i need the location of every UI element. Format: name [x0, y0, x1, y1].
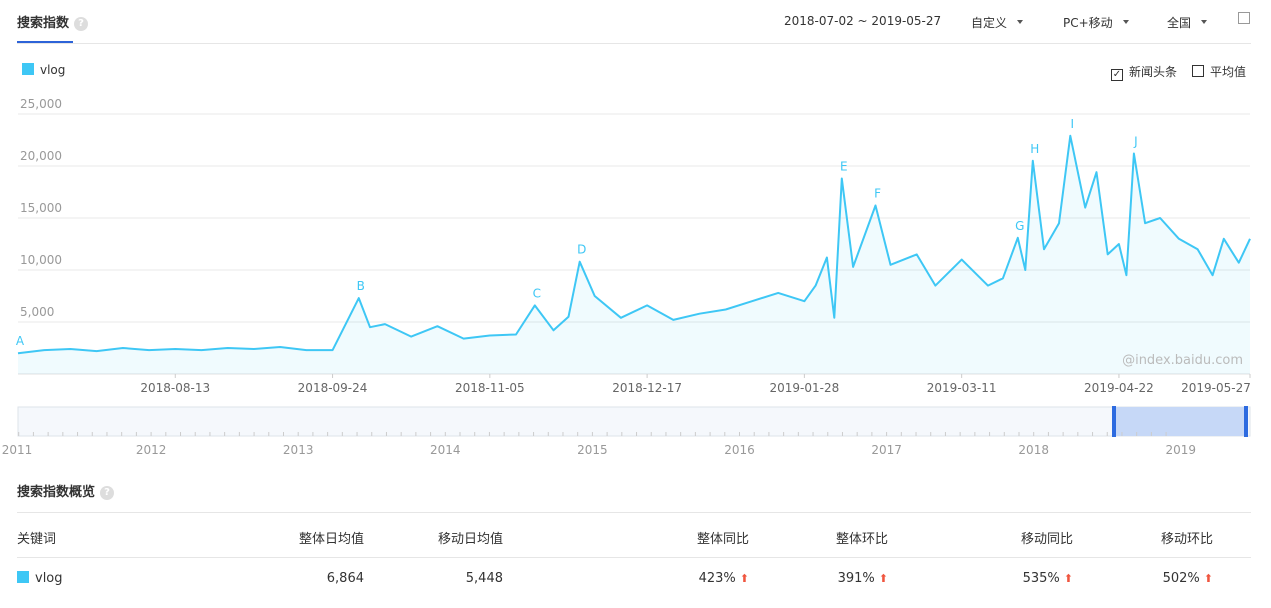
y-tick-label: 20,000 [20, 149, 62, 163]
checkbox[interactable] [1192, 65, 1204, 77]
x-tick-label: 2019-01-28 [770, 381, 840, 395]
line [17, 134, 1251, 355]
navigator-year: 2018 [1018, 443, 1049, 457]
x-tick-label: 2018-08-13 [140, 381, 210, 395]
column-header: 整体日均值 [299, 528, 364, 547]
chart: 5,000 10,000 15,000 20,000 25,000 2018-08-13 2… [2, 97, 1251, 457]
up-arrow: ⬆ [739, 572, 749, 585]
navigator-year: 2013 [283, 443, 314, 457]
divider [17, 43, 1251, 44]
table-cell-text: 6,864 [326, 571, 364, 586]
annotation: D [577, 243, 586, 257]
divider [17, 512, 1251, 513]
legend-label: vlog [40, 63, 66, 77]
table-cell: 423% ⬆ [699, 571, 749, 586]
y-tick-label: 25,000 [20, 97, 62, 111]
y-tick-label: 10,000 [20, 253, 62, 267]
column-header: 关键词 [17, 528, 56, 547]
navigator-handle [1112, 406, 1116, 437]
navigator-year: 2019 [1166, 443, 1197, 457]
navigator-year: 2016 [724, 443, 755, 457]
table-cell-text: 391% [837, 571, 875, 586]
news-option[interactable]: ✓ 新闻头条 [1111, 63, 1177, 81]
annotation: H [1030, 142, 1039, 156]
legend-swatch [22, 63, 34, 75]
region-select[interactable]: 全国 [1167, 14, 1207, 31]
column-header: 整体环比 [836, 528, 888, 547]
navigator [17, 406, 1251, 437]
x-tick-label: 2018-09-24 [298, 381, 368, 395]
table-cell: vlog [17, 571, 63, 586]
help-icon[interactable]: ? [74, 16, 89, 31]
tab-label: 搜索指数 [17, 16, 70, 31]
annotation: A [16, 334, 25, 348]
x-tick-label: 2018-12-17 [612, 381, 682, 395]
table-cell: 535% ⬆ [1023, 571, 1073, 586]
navigator-year: 2011 [2, 443, 33, 457]
checkbox[interactable]: ✓ [1111, 69, 1123, 81]
column-header: 移动日均值 [438, 528, 503, 547]
up-arrow: ⬆ [1203, 572, 1213, 585]
date-range[interactable]: 2018-07-02 ~ 2019-05-27 [784, 14, 942, 28]
table-cell: 391% ⬆ [838, 571, 888, 586]
column-header-text: 关键词 [17, 532, 57, 547]
table-cell: 5,448 [466, 571, 503, 586]
up-arrow: ⬆ [878, 572, 888, 585]
x-tick-label: 2019-05-27 [1181, 381, 1251, 395]
column-header-text: 整体日均值 [298, 532, 364, 547]
annotation: J [1133, 135, 1138, 149]
y-tick-label: 15,000 [20, 201, 62, 215]
annotation: I [1070, 117, 1074, 131]
annotation: C [533, 286, 541, 300]
device-select[interactable]: PC+移动 [1063, 14, 1129, 31]
column-header-text: 移动同比 [1020, 532, 1073, 547]
column-header-text: 整体同比 [696, 532, 749, 547]
annotation: F [874, 187, 881, 201]
column-header: 整体同比 [697, 528, 749, 547]
table-cell-text: vlog [35, 571, 63, 586]
average-option[interactable]: 平均值 [1192, 63, 1246, 80]
option-label: 新闻头条 [1129, 65, 1178, 79]
overview-title-text: 搜索指数概览 [17, 485, 96, 500]
x-tick-label: 2018-11-05 [455, 381, 525, 395]
table-cell-text: 502% [1162, 571, 1200, 586]
navigator-year: 2014 [430, 443, 461, 457]
tab[interactable]: 搜索指数? [17, 12, 89, 31]
x-tick-label: 2019-04-22 [1084, 381, 1154, 395]
column-header-text: 整体环比 [835, 532, 888, 547]
navigator-handle [1244, 406, 1248, 437]
table-cell: 6,864 [327, 571, 364, 586]
navigator-year: 2012 [136, 443, 167, 457]
table-cell-text: 5,448 [465, 571, 503, 586]
y-tick-label: 5,000 [20, 305, 54, 319]
column-header-text: 移动日均值 [437, 532, 503, 547]
up-arrow: ⬆ [1063, 572, 1073, 585]
legend[interactable]: vlog [22, 63, 65, 77]
swatch [17, 571, 29, 583]
mode-select[interactable]: 自定义 [971, 14, 1023, 31]
table-cell: 502% ⬆ [1163, 571, 1213, 586]
column-header-text: 移动环比 [1160, 532, 1213, 547]
navigator-year: 2017 [871, 443, 902, 457]
overview-title: 搜索指数概览? [17, 481, 115, 500]
table-cell-text: 535% [1022, 571, 1060, 586]
navigator-selection [1114, 407, 1247, 436]
annotation: E [840, 159, 848, 173]
x-tick-label: 2019-03-11 [927, 381, 997, 395]
option-label: 平均值 [1210, 65, 1247, 79]
help-icon[interactable]: ? [100, 485, 115, 500]
column-header: 移动同比 [1021, 528, 1073, 547]
navigator-year: 2015 [577, 443, 608, 457]
divider [17, 557, 1251, 558]
tab-underline [17, 41, 73, 43]
annotation: G [1015, 219, 1024, 233]
export-icon[interactable] [1238, 12, 1250, 24]
table-cell-text: 423% [698, 571, 736, 586]
watermark: @index.baidu.com [1122, 353, 1243, 368]
annotation: B [357, 279, 365, 293]
area [18, 135, 1250, 374]
column-header: 移动环比 [1161, 528, 1213, 547]
